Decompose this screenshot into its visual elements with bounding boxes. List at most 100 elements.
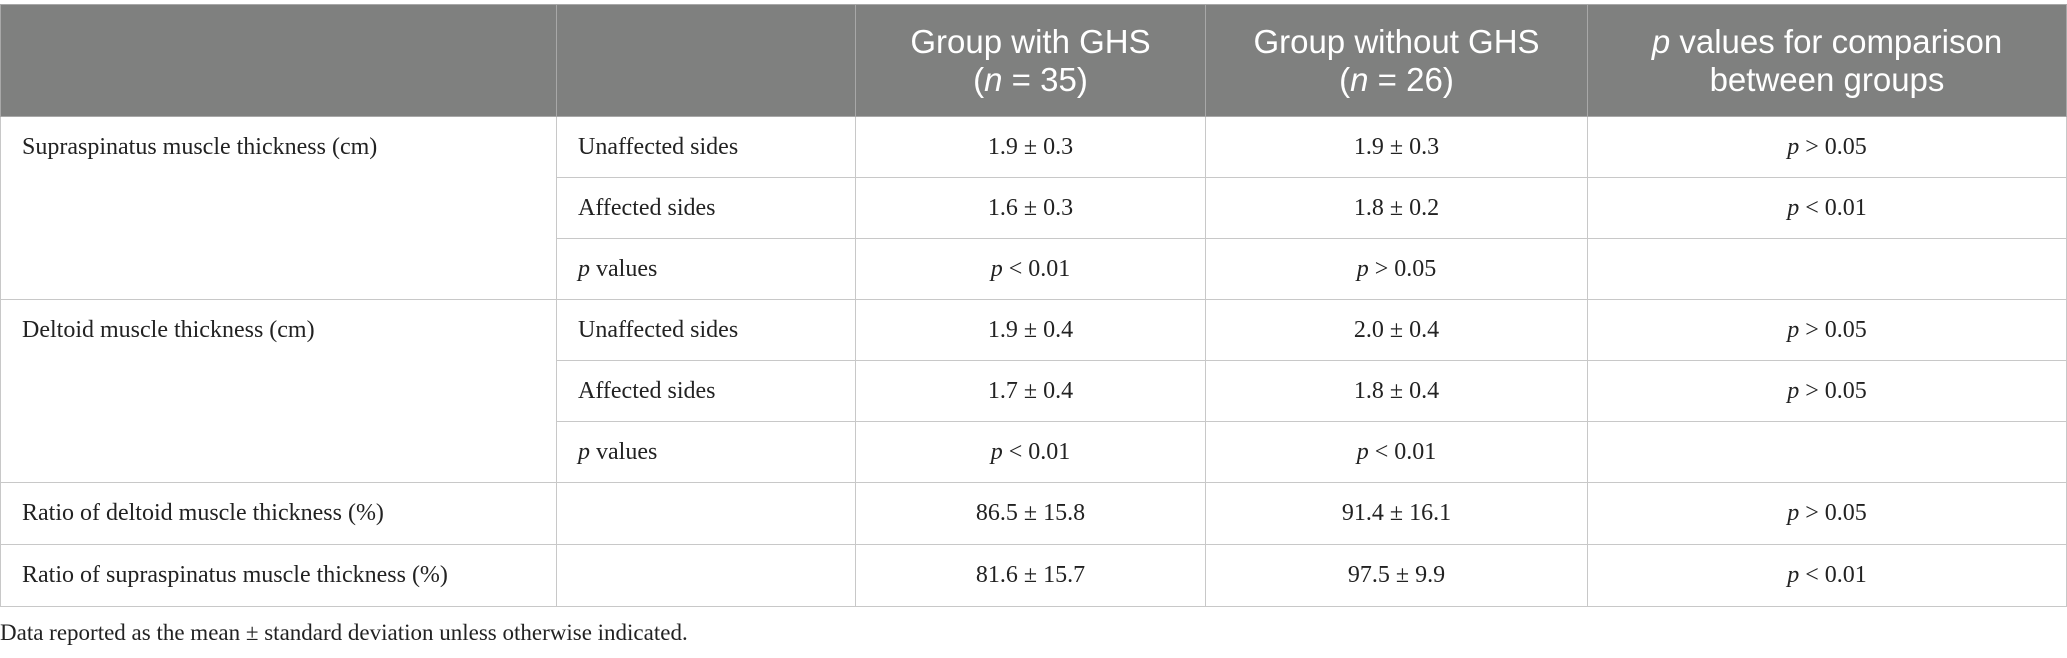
footnote: Data reported as the mean ± standard dev… [0, 620, 688, 645]
cell-text: values for comparison [1670, 22, 2003, 60]
cell-text: < 0.01 [1368, 438, 1437, 465]
cell: 1.9 ± 0.3 [855, 116, 1206, 178]
cell-text: 86.5 ± 15.8 [975, 500, 1086, 526]
cell-text: < 0.01 [1002, 438, 1071, 465]
row-label: Supraspinatus muscle thickness (cm) [0, 116, 557, 300]
cell-text: values [590, 255, 658, 282]
cell-text: 2.0 ± 0.4 [1353, 316, 1440, 343]
cell-text: < 0.01 [1799, 194, 1867, 221]
cell-text: 1.8 ± 0.2 [1353, 194, 1440, 221]
text-line: (n = 26) [1206, 61, 1587, 99]
italic-text: p [1787, 500, 1800, 526]
italic-text: p [1356, 438, 1369, 465]
text-line: Group with GHS [856, 23, 1205, 61]
cell-text: < 0.01 [1799, 562, 1867, 588]
cell: 1.7 ± 0.4 [855, 360, 1206, 422]
cell: p < 0.01 [855, 421, 1206, 483]
cell-text: Unaffected sides [578, 316, 739, 343]
cell: 1.9 ± 0.3 [1205, 116, 1588, 178]
cell-text: Unaffected sides [578, 133, 739, 160]
cell: Affected sides [556, 360, 856, 422]
cell: 86.5 ± 15.8 [855, 482, 1206, 545]
header-cell [556, 4, 856, 117]
cell: 91.4 ± 16.1 [1205, 482, 1588, 545]
italic-text: p [990, 255, 1003, 282]
body-row: Affected sides 1.7 ± 0.4 1.8 ± 0.4 p > 0.05 [1, 360, 2067, 422]
cell-text: Ratio of supraspinatus muscle thickness … [22, 562, 448, 588]
cell [1587, 238, 2067, 300]
data-table: Group with GHS (n = 35) Group without GHS(… [0, 4, 2067, 607]
italic-text: n [1350, 60, 1369, 98]
cell-text: ( [973, 60, 985, 98]
cell [1587, 421, 2067, 483]
cell-text: > 0.05 [1799, 500, 1867, 526]
cell: p values [556, 238, 856, 300]
cell: p < 0.01 [1587, 177, 2067, 239]
cell: Affected sides [556, 177, 856, 239]
cell-text: Deltoid muscle thickness (cm) [22, 317, 315, 343]
italic-text: p [990, 438, 1003, 465]
body-row: Ratio of deltoid muscle thickness (%) 86.… [0, 482, 2067, 545]
cell: 81.6 ± 15.7 [855, 544, 1206, 607]
text-line: between groups [1588, 61, 2066, 99]
italic-text: p [1787, 562, 1800, 588]
italic-text: p [1787, 133, 1800, 160]
cell-text: > 0.05 [1799, 377, 1867, 404]
italic-text: p [578, 438, 590, 465]
body-row: Ratio of supraspinatus muscle thickness … [0, 544, 2067, 607]
cell-text: 1.9 ± 0.3 [987, 133, 1074, 160]
body-row: Deltoid muscle thickness (cm) Unaffected … [0, 299, 2067, 483]
cell: p values [556, 421, 856, 483]
cell-text: Group with GHS [910, 22, 1151, 60]
cell-text: = 26) [1368, 60, 1454, 98]
text-line: (n = 35) [856, 61, 1205, 99]
header-cell: p values for comparison between groups [1587, 4, 2067, 117]
cell-text: ( [1339, 60, 1351, 98]
cell-text: 1.7 ± 0.4 [987, 377, 1074, 404]
cell-text: 91.4 ± 16.1 [1341, 500, 1452, 526]
cell: Unaffected sides [556, 299, 856, 361]
row-label: Deltoid muscle thickness (cm) [0, 299, 557, 483]
table-body: Supraspinatus muscle thickness (cm) Unaff… [0, 116, 2067, 607]
cell-text: < 0.01 [1002, 255, 1071, 282]
header-cell: Group with GHS (n = 35) [855, 4, 1206, 117]
cell: p < 0.01 [855, 238, 1206, 300]
header-cell [0, 4, 557, 117]
cell: p < 0.01 [1587, 544, 2067, 607]
italic-text: p [578, 255, 590, 282]
cell-text: > 0.05 [1368, 255, 1437, 282]
cell-text: > 0.05 [1799, 133, 1867, 160]
cell-text: between groups [1709, 60, 1945, 98]
table-header: Group with GHS (n = 35) Group without GHS(… [0, 4, 2067, 117]
cell: p > 0.05 [1587, 482, 2067, 545]
cell: 1.9 ± 0.4 [855, 299, 1206, 361]
row-label: Ratio of supraspinatus muscle thickness … [0, 544, 557, 607]
cell-text: 1.8 ± 0.4 [1353, 377, 1440, 404]
cell-text: Affected sides [578, 194, 716, 221]
cell-text: 81.6 ± 15.7 [975, 562, 1086, 588]
cell: 1.6 ± 0.3 [855, 177, 1206, 239]
body-row: p values p < 0.01 p > 0.05 [1, 238, 2067, 300]
cell: p > 0.05 [1205, 238, 1588, 300]
cell-text: 1.9 ± 0.3 [1353, 133, 1440, 160]
cell-text: 97.5 ± 9.9 [1347, 562, 1446, 588]
italic-text: p [1787, 377, 1800, 404]
cell-text: Ratio of deltoid muscle thickness (%) [22, 500, 384, 526]
text-line: Group without GHS [1206, 23, 1587, 61]
cell: 1.8 ± 0.4 [1205, 360, 1588, 422]
cell [556, 544, 856, 607]
body-row: Supraspinatus muscle thickness (cm) Unaff… [0, 116, 2067, 300]
header-row: Group with GHS (n = 35) Group without GHS(… [0, 4, 2067, 117]
italic-text: n [984, 60, 1003, 98]
cell-text: 1.9 ± 0.4 [987, 316, 1074, 343]
cell-text: Supraspinatus muscle thickness (cm) [22, 134, 378, 160]
cell: p < 0.01 [1205, 421, 1588, 483]
cell-text: > 0.05 [1799, 316, 1867, 343]
cell: p > 0.05 [1587, 360, 2067, 422]
cell: 1.8 ± 0.2 [1205, 177, 1588, 239]
cell: p > 0.05 [1587, 299, 2067, 361]
text-line: p values for comparison [1588, 23, 2066, 61]
header-cell: Group without GHS (n = 26) [1205, 4, 1588, 117]
row-label: Ratio of deltoid muscle thickness (%) [0, 482, 557, 545]
cell-text: values [590, 438, 658, 465]
